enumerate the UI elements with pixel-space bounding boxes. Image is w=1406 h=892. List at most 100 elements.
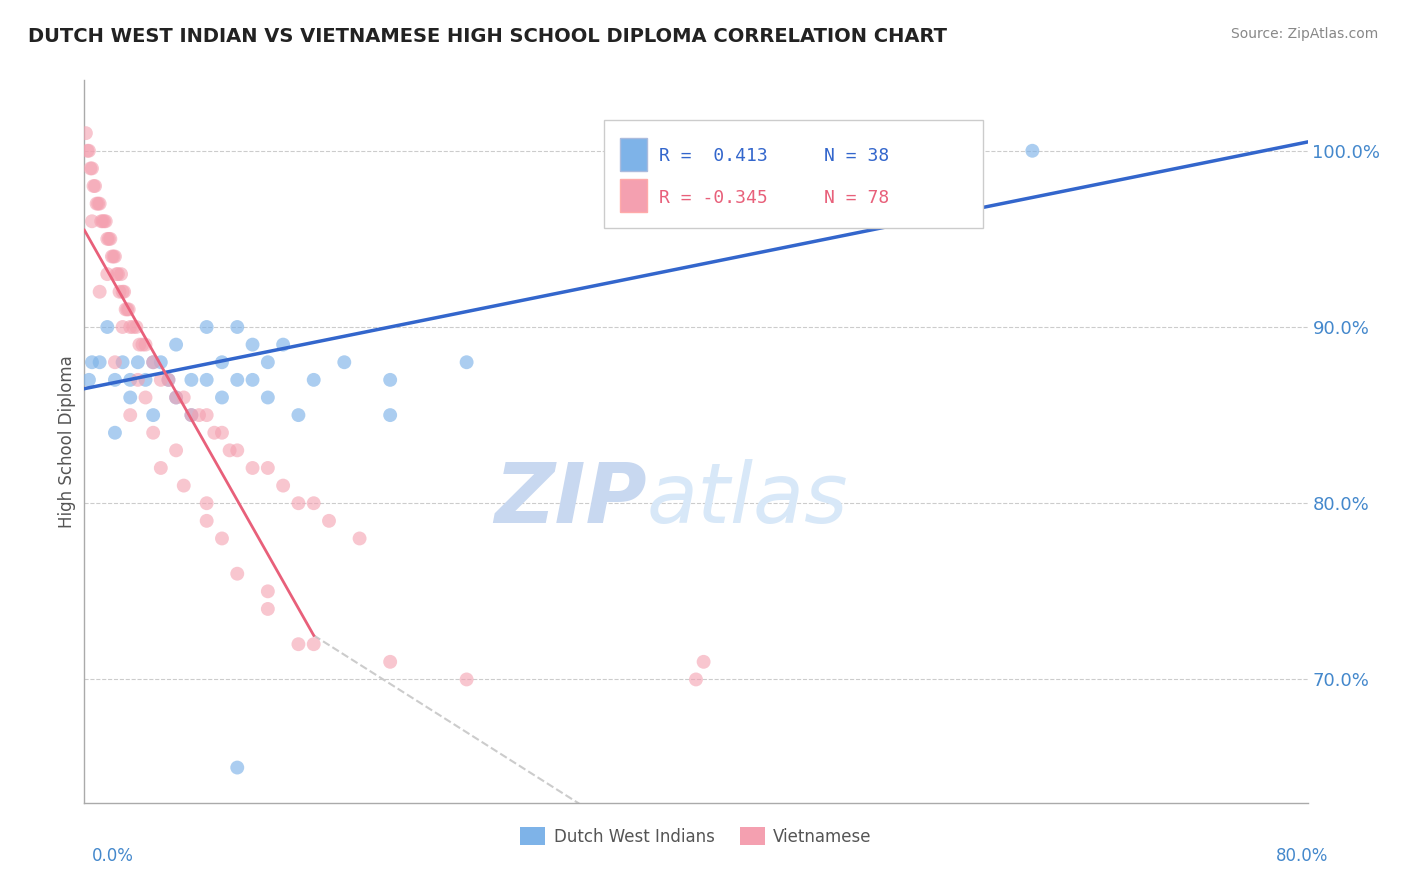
Point [226, 373, 249, 387]
Point [120, 320, 142, 334]
Point [96, 232, 118, 246]
Point [120, 373, 142, 387]
Point [125, 320, 148, 334]
Point [135, 391, 157, 405]
Point [83, 179, 105, 194]
Point [165, 391, 187, 405]
Point [165, 337, 187, 351]
Point [128, 337, 150, 351]
Point [111, 320, 134, 334]
Point [97, 232, 120, 246]
Point [96, 267, 118, 281]
Point [104, 425, 127, 440]
Point [94, 214, 117, 228]
Point [180, 408, 202, 422]
Point [180, 408, 202, 422]
Point [195, 514, 218, 528]
Point [98, 232, 121, 246]
Point [195, 373, 218, 387]
Point [107, 267, 129, 281]
Point [257, 391, 280, 405]
Point [226, 443, 249, 458]
Point [96, 320, 118, 334]
Point [80, 355, 103, 369]
Text: DUTCH WEST INDIAN VS VIETNAMESE HIGH SCHOOL DIPLOMA CORRELATION CHART: DUTCH WEST INDIAN VS VIETNAMESE HIGH SCH… [28, 27, 948, 45]
Point [142, 355, 165, 369]
Point [302, 637, 325, 651]
Point [120, 391, 142, 405]
Point [157, 373, 180, 387]
Point [89, 196, 111, 211]
Point [211, 425, 233, 440]
Point [349, 532, 371, 546]
Point [173, 478, 195, 492]
Point [80, 214, 103, 228]
Point [333, 355, 356, 369]
Point [188, 408, 211, 422]
Point [226, 760, 249, 774]
Point [115, 302, 138, 317]
Text: 80.0%: 80.0% [1277, 847, 1329, 865]
Point [195, 496, 218, 510]
Point [77, 373, 100, 387]
Point [104, 250, 127, 264]
Text: N = 78: N = 78 [824, 188, 890, 207]
Text: 0.0%: 0.0% [91, 847, 134, 865]
Point [118, 302, 141, 317]
Bar [620, 138, 647, 170]
Point [271, 337, 294, 351]
Point [226, 566, 249, 581]
Point [142, 355, 165, 369]
Point [103, 250, 125, 264]
Point [112, 285, 135, 299]
Point [76, 144, 98, 158]
Point [1021, 144, 1043, 158]
Point [180, 373, 202, 387]
Point [218, 443, 240, 458]
Text: R = -0.345: R = -0.345 [659, 188, 768, 207]
Point [165, 391, 187, 405]
Point [242, 373, 264, 387]
Point [211, 532, 233, 546]
Point [242, 461, 264, 475]
Point [80, 161, 103, 176]
Point [257, 461, 280, 475]
Bar [620, 179, 647, 211]
Point [257, 584, 280, 599]
Point [195, 320, 218, 334]
Point [135, 373, 157, 387]
Point [90, 214, 112, 228]
Point [302, 373, 325, 387]
Point [93, 214, 115, 228]
Point [89, 285, 111, 299]
Point [165, 443, 187, 458]
Point [692, 655, 714, 669]
Point [122, 320, 145, 334]
Point [142, 408, 165, 422]
FancyBboxPatch shape [605, 120, 983, 228]
Point [287, 408, 309, 422]
Text: Source: ZipAtlas.com: Source: ZipAtlas.com [1230, 27, 1378, 41]
Point [108, 285, 131, 299]
Text: N = 38: N = 38 [824, 147, 890, 165]
Point [456, 673, 478, 687]
Point [211, 391, 233, 405]
Point [157, 373, 180, 387]
Point [380, 408, 402, 422]
Point [86, 196, 108, 211]
Text: atlas: atlas [647, 458, 849, 540]
Point [111, 285, 134, 299]
Point [242, 337, 264, 351]
Point [79, 161, 101, 176]
Point [257, 355, 280, 369]
Point [195, 408, 218, 422]
Text: ZIP: ZIP [495, 458, 647, 540]
Point [202, 425, 225, 440]
Point [287, 637, 309, 651]
Point [127, 355, 149, 369]
Point [226, 320, 249, 334]
Point [120, 408, 142, 422]
Point [211, 355, 233, 369]
Legend: Dutch West Indians, Vietnamese: Dutch West Indians, Vietnamese [513, 821, 879, 852]
Point [89, 355, 111, 369]
